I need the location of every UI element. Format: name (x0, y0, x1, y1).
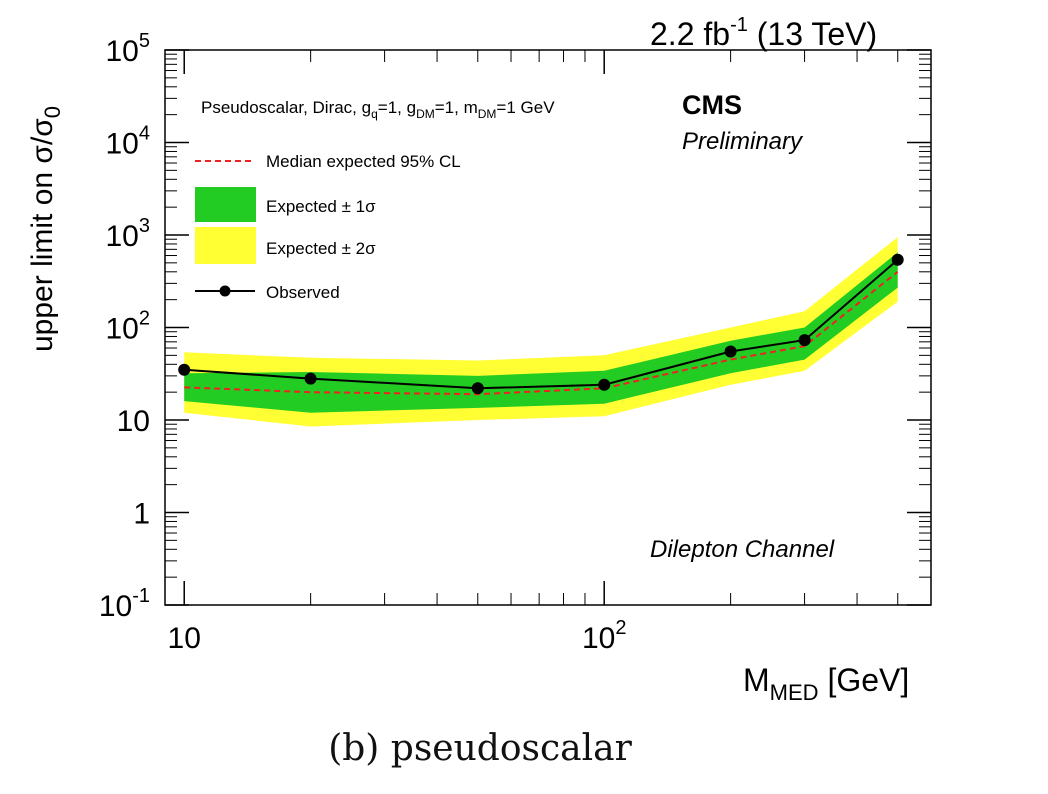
model-label: Pseudoscalar, Dirac, gq=1, gDM=1, mDM=1 … (201, 98, 555, 121)
legend-label-expected: Median expected 95% CL (266, 152, 461, 171)
y-tick-label: 10 (117, 405, 150, 438)
limit-plot: 10-1 1 10 102 103 104 105 10 102 2.2 fb-1 (13 Te… (26, 14, 932, 705)
observed-point (798, 334, 811, 347)
legend-label-1sigma: Expected ± 1σ (266, 197, 376, 216)
y-tick-label: 1 (133, 498, 150, 531)
band-1sigma (184, 252, 898, 413)
y-tick-label: 102 (106, 308, 151, 346)
observed-point (178, 363, 191, 376)
observed-point (598, 378, 611, 391)
y-tick-label: 10-1 (99, 585, 150, 623)
legend-marker-observed (219, 285, 231, 297)
legend-swatch-1sigma (195, 187, 256, 222)
y-tick-label: 105 (106, 30, 151, 68)
channel-label: Dilepton Channel (650, 536, 835, 563)
legend: Median expected 95% CL Expected ± 1σ Exp… (195, 152, 461, 302)
observed-point (724, 345, 737, 358)
figure-caption: (b) pseudoscalar (328, 728, 632, 769)
observed-point (304, 372, 317, 385)
energy-label: 2.2 fb-1 (13 TeV) (650, 14, 877, 52)
y-tick-label: 103 (106, 215, 151, 253)
y-axis-title: upper limit on σ/σ0 (26, 106, 65, 352)
legend-label-2sigma: Expected ± 2σ (266, 239, 376, 258)
y-tick-label: 104 (106, 123, 151, 161)
legend-label-observed: Observed (266, 283, 340, 302)
legend-swatch-2sigma (195, 227, 256, 264)
observed-point (891, 253, 904, 266)
x-tick-label: 10 (168, 622, 201, 655)
status-label: Preliminary (682, 128, 804, 155)
x-axis-title: MMED [GeV] (743, 662, 909, 705)
x-tick-label: 102 (582, 617, 627, 655)
observed-point (471, 382, 484, 395)
experiment-label: CMS (682, 90, 742, 120)
